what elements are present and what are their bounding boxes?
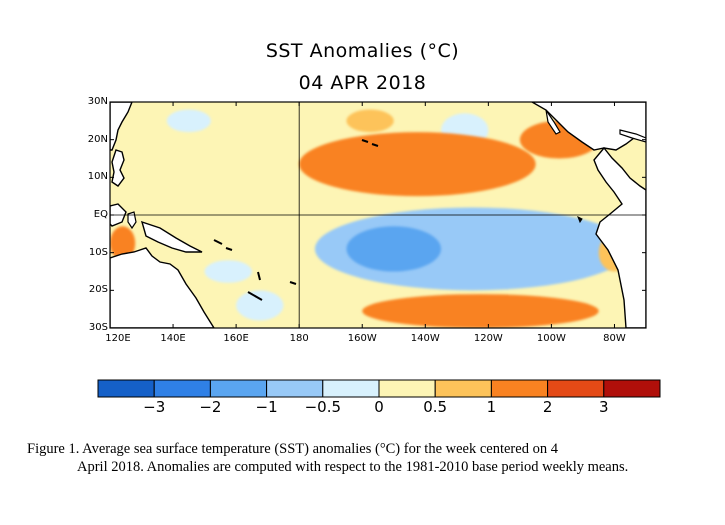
colorbar-cell-3 [266,379,324,398]
xtick-label: 120W [473,333,503,344]
land-australia [110,247,215,328]
colorbar-cell-1 [153,379,211,398]
land-new-caledonia [247,291,263,301]
land-sulawesi [127,211,137,230]
colorbar-cell-0 [97,379,155,398]
anomaly-region-0 [299,132,536,197]
land-asia [110,102,133,151]
colorbar-cell-2 [209,379,268,398]
anomaly-field [110,102,646,328]
colorbar-label: 0.5 [423,398,448,416]
axis-tick-marks [109,101,646,329]
ytick-label: 20N [87,133,108,145]
xtick-label: 140E [160,333,186,344]
ytick-label: 30S [88,322,108,333]
colorbar-label: 3 [599,398,609,416]
colorbar-cell-6 [434,379,492,398]
xtick-label: 180 [289,333,309,344]
land-masses [110,102,646,328]
field-patch-4 [346,109,394,133]
ytick-label: 10S [88,246,108,258]
colorbar-label: 2 [542,398,553,416]
figure-caption: Figure 1. Average sea surface temperatur… [27,440,722,476]
colorbar-cell-4 [322,379,380,398]
anomaly-region-3 [362,294,599,328]
field-patch-0 [166,109,211,133]
field-patch-1 [236,290,284,321]
land-baja [545,109,561,135]
land-cuba [619,129,646,143]
colorbar-cell-9 [603,379,661,398]
ytick-label: 10N [87,171,108,183]
colorbar-label: −3 [143,398,166,416]
xtick-label: 160W [347,333,377,344]
land-hawaii [361,139,379,147]
land-philippines [111,149,125,187]
map-grid [110,102,646,328]
colorbar-label: 1 [486,398,497,416]
colorbar-label: −2 [199,398,222,416]
land-fiji [289,281,297,285]
caption-line-1: Figure 1. Average sea surface temperatur… [27,441,558,457]
ytick-label: EQ [93,209,108,220]
ytick-label: 20S [88,284,108,296]
xtick-label: 140W [410,333,440,344]
land-galapagos [577,215,583,224]
land-central-america [593,146,646,328]
land-new-guinea [140,220,203,253]
land-solomon-islands [213,239,233,251]
field-patch-5 [110,226,136,261]
field-patch-2 [204,260,252,283]
xtick-label: 120E [105,333,131,344]
caption-line-2: April 2018. Anomalies are computed with … [77,459,629,475]
colorbar-label: −0.5 [304,398,342,416]
land-vanuatu [257,271,261,281]
ytick-label: 30N [87,96,108,107]
colorbar-cell-8 [547,379,605,398]
colorbar-label: 0 [374,398,384,416]
xtick-label: 160E [223,333,249,344]
colorbar [97,379,661,398]
colorbar-cell-5 [378,379,436,398]
xtick-label: 80W [603,333,626,344]
colorbar-label: −1 [255,398,278,416]
xtick-label: 100W [536,333,566,344]
chart-subtitle: 04 APR 2018 [298,72,427,94]
anomaly-region-2 [346,226,442,272]
chart-title: SST Anomalies (°C) [265,40,460,62]
colorbar-cell-7 [490,379,549,398]
